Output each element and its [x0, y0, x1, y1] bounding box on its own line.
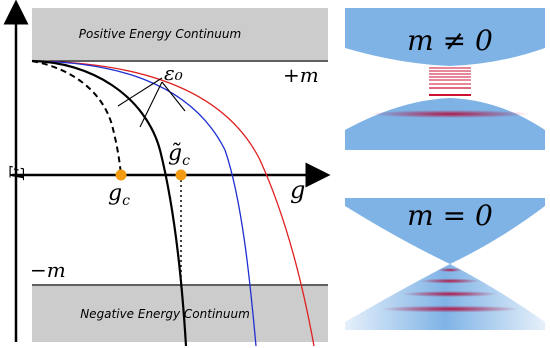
- bound-levels-massless: [380, 268, 520, 313]
- curve-blue: [31, 60, 257, 347]
- energy-diagram: Positive Energy Continuum Negative Energ…: [3, 0, 331, 347]
- epsilon-pointer-2: [139, 81, 163, 128]
- minus-m-label: −m: [30, 258, 66, 282]
- plus-m-label: +m: [283, 63, 319, 87]
- massive-spectrum: m ≠ 0: [345, 8, 545, 150]
- gc-label-text: g: [108, 181, 122, 206]
- positive-continuum-label: Positive Energy Continuum: [79, 27, 241, 41]
- massless-spectrum: m = 0: [345, 198, 545, 330]
- x-axis-label: g: [290, 176, 305, 204]
- negative-continuum-label: Negative Energy Continuum: [80, 307, 250, 321]
- curve-black-dashed: [31, 60, 122, 176]
- epsilon-pointer-3: [161, 81, 186, 112]
- gc-label-sub: c: [122, 193, 130, 209]
- gc-tilde-label: g̃c: [168, 141, 190, 169]
- negative-continuum-band: [32, 286, 328, 342]
- gc-label: gc: [108, 181, 130, 209]
- massive-title: m ≠ 0: [407, 24, 493, 57]
- massless-title: m = 0: [407, 199, 493, 232]
- gc-tilde-label-text: g̃: [168, 141, 182, 166]
- absorbed-level-massive: [370, 110, 530, 118]
- lower-band-massive: [345, 98, 545, 150]
- y-axis-label: E: [5, 165, 29, 181]
- epsilon-pointer-1: [117, 77, 163, 107]
- gc-tilde-marker: [175, 169, 187, 181]
- bound-levels-massive: [429, 67, 471, 96]
- positive-continuum-band: [32, 8, 328, 60]
- upper-band-massive: [345, 8, 545, 66]
- gc-marker: [115, 169, 127, 181]
- curve-red: [31, 60, 315, 347]
- lower-cone-massless: [345, 264, 545, 330]
- epsilon-label: ε₀: [164, 61, 183, 85]
- upper-cone-massless: [345, 198, 545, 264]
- gc-tilde-label-sub: c: [182, 153, 190, 169]
